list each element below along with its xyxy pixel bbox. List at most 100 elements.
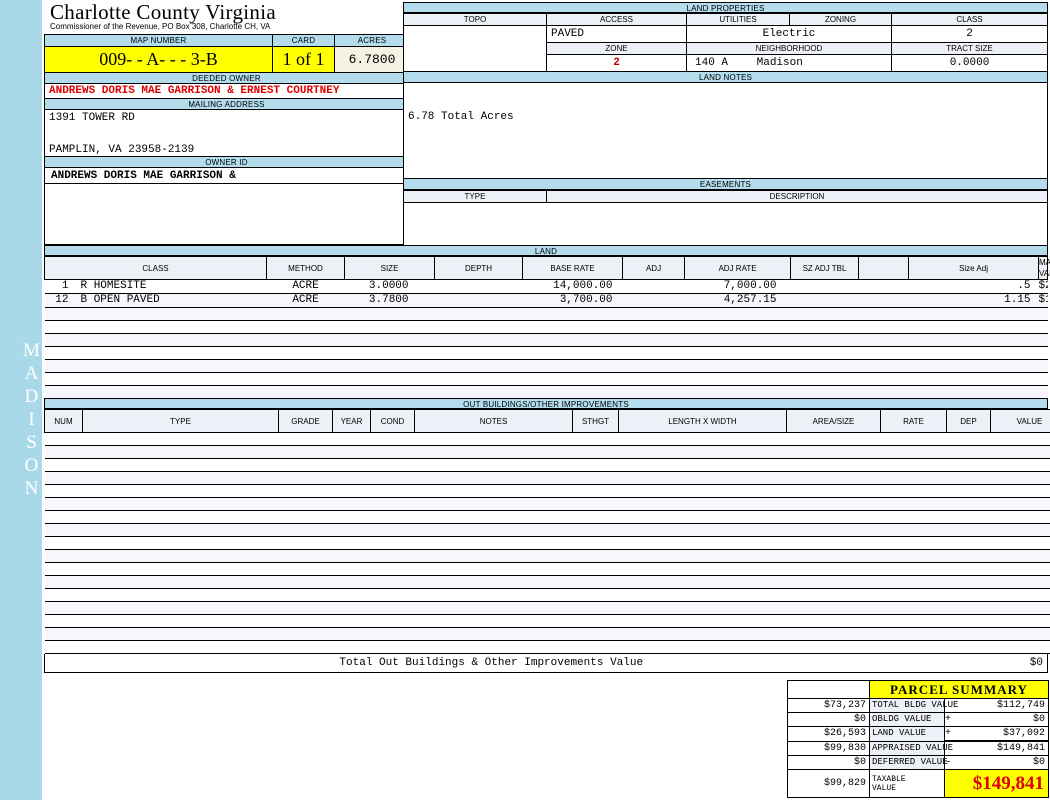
table-row[interactable] [44,471,1050,485]
out-buildings-table: OUT BUILDINGS/OTHER IMPROVEMENTS NUM TYP… [44,398,1050,673]
empty-cell [44,640,1050,654]
empty-cell [44,549,1050,563]
land-notes-box[interactable]: 6.78 Total Acres [403,83,1048,179]
deferred-operator: – [945,756,957,769]
owner-id-value: ANDREWS DORIS MAE GARRISON & [44,168,409,184]
table-row[interactable] [44,445,1050,459]
ob-col-length-width: LENGTH X WIDTH [618,409,787,433]
class-header: CLASS [891,13,1048,26]
out-buildings-header-row: NUM TYPE GRADE YEAR COND NOTES STHGT LEN… [44,409,1050,433]
total-bldg-label: TOTAL BLDG VALUE [869,698,958,713]
taxable-previous: $99,829 [787,769,870,798]
table-row[interactable] [44,484,1050,498]
empty-cell [44,510,1050,524]
table-row[interactable] [44,588,1050,602]
empty-cell [44,359,1048,373]
land-row-size-adj: .5 [908,279,1039,294]
ob-col-area-size: AREA/SIZE [786,409,881,433]
land-row-market-value: $16,092 [1038,293,1048,308]
land-row-depth [434,293,523,308]
table-row[interactable] [44,497,1050,511]
table-row[interactable] [44,523,1050,537]
table-row[interactable] [44,359,1048,373]
table-row[interactable] [44,307,1048,321]
out-buildings-band: OUT BUILDINGS/OTHER IMPROVEMENTS [44,398,1048,409]
obldg-previous: $0 [787,712,870,727]
card-value[interactable]: 1 of 1 [272,46,335,73]
header-block: Charlotte County Virginia Commissioner o… [44,2,410,245]
table-row[interactable]: 12 B OPEN PAVED ACRE 3.7800 3,700.00 4,2… [44,293,1048,308]
land-col-adj-rate: ADJ RATE [684,256,792,280]
parcel-summary-title-row: PARCEL SUMMARY [787,680,1049,699]
table-row[interactable] [44,385,1048,399]
land-col-size-adj: Size Adj [908,256,1040,280]
map-number-value[interactable]: 009- - A- - - 3-B [44,46,273,73]
table-row[interactable] [44,432,1050,446]
table-row[interactable] [44,320,1048,334]
table-row[interactable] [44,346,1048,360]
land-row-class: R HOMESITE [72,279,267,294]
ob-col-type: TYPE [82,409,279,433]
empty-cell [44,575,1050,589]
appraised-previous: $99,830 [787,740,870,756]
table-row[interactable] [44,549,1050,563]
address-line-1: 1391 TOWER RD [49,112,135,124]
empty-cell [44,471,1050,485]
empty-cell [44,307,1048,321]
table-row[interactable] [44,575,1050,589]
land-value-previous: $26,593 [787,726,870,742]
table-row[interactable] [44,458,1050,472]
topo-value[interactable] [403,25,547,72]
total-bldg-value: $112,749 [944,698,1049,713]
table-row[interactable] [44,372,1048,386]
land-col-blank [858,256,910,280]
land-row-base-rate: 3,700.00 [522,293,623,308]
table-row[interactable] [44,536,1050,550]
tract-size-value[interactable]: 0.0000 [891,54,1048,72]
table-row[interactable] [44,333,1048,347]
page-subtitle: Commissioner of the Revenue, PO Box 308,… [50,22,271,31]
property-record-card: Charlotte County Virginia Commissioner o… [42,0,1050,800]
deeded-owner-value: ANDREWS DORIS MAE GARRISON & ERNEST COUR… [44,84,409,99]
appraised-label: APPRAISED VALUE [869,740,953,756]
empty-cell [44,536,1050,550]
land-row-depth [434,279,523,294]
obldg-value: + $0 [944,712,1049,727]
class-value[interactable]: 2 [891,25,1048,43]
left-blank-panel [44,184,409,245]
taxable-value-row: $99,829 TAXABLE VALUE $149,841 [787,769,1049,798]
zone-value[interactable]: 2 [546,54,687,72]
table-row[interactable] [44,601,1050,615]
acres-value[interactable]: 6.7800 [334,46,410,73]
land-row-sz-adj-tbl [790,279,859,294]
address-line-3: PAMPLIN, VA 23958-2139 [49,144,195,156]
land-row-method: ACRE [266,293,345,308]
land-band: LAND [44,245,1048,256]
table-row[interactable] [44,640,1050,654]
table-row[interactable] [44,510,1050,524]
land-value-operator: + [945,727,957,740]
table-row[interactable] [44,627,1050,641]
deferred-amount: $0 [957,756,1045,769]
empty-cell [44,458,1050,472]
utilities-value[interactable]: Electric [686,25,892,43]
land-row-adj [622,279,685,294]
land-col-class: CLASS [43,256,268,280]
zone-header: ZONE [546,42,687,55]
empty-cell [44,445,1050,459]
land-row-adj-rate: 7,000.00 [684,279,791,294]
table-row[interactable] [44,614,1050,628]
neighborhood-value[interactable]: 140 A Madison [686,54,892,72]
access-value[interactable]: PAVED [546,25,687,43]
owner-id-header: OWNER ID [44,157,409,168]
land-row-blank [858,279,909,294]
table-row[interactable] [44,562,1050,576]
ob-col-year: YEAR [332,409,371,433]
land-row-base-rate: 14,000.00 [522,279,623,294]
empty-cell [44,432,1050,446]
table-row[interactable]: 1 R HOMESITE ACRE 3.0000 14,000.00 7,000… [44,279,1048,294]
out-buildings-total-row: Total Out Buildings & Other Improvements… [44,654,1048,673]
land-row-num: 12 [44,293,73,308]
land-value-amount: $37,092 [957,727,1045,740]
ob-col-notes: NOTES [414,409,573,433]
